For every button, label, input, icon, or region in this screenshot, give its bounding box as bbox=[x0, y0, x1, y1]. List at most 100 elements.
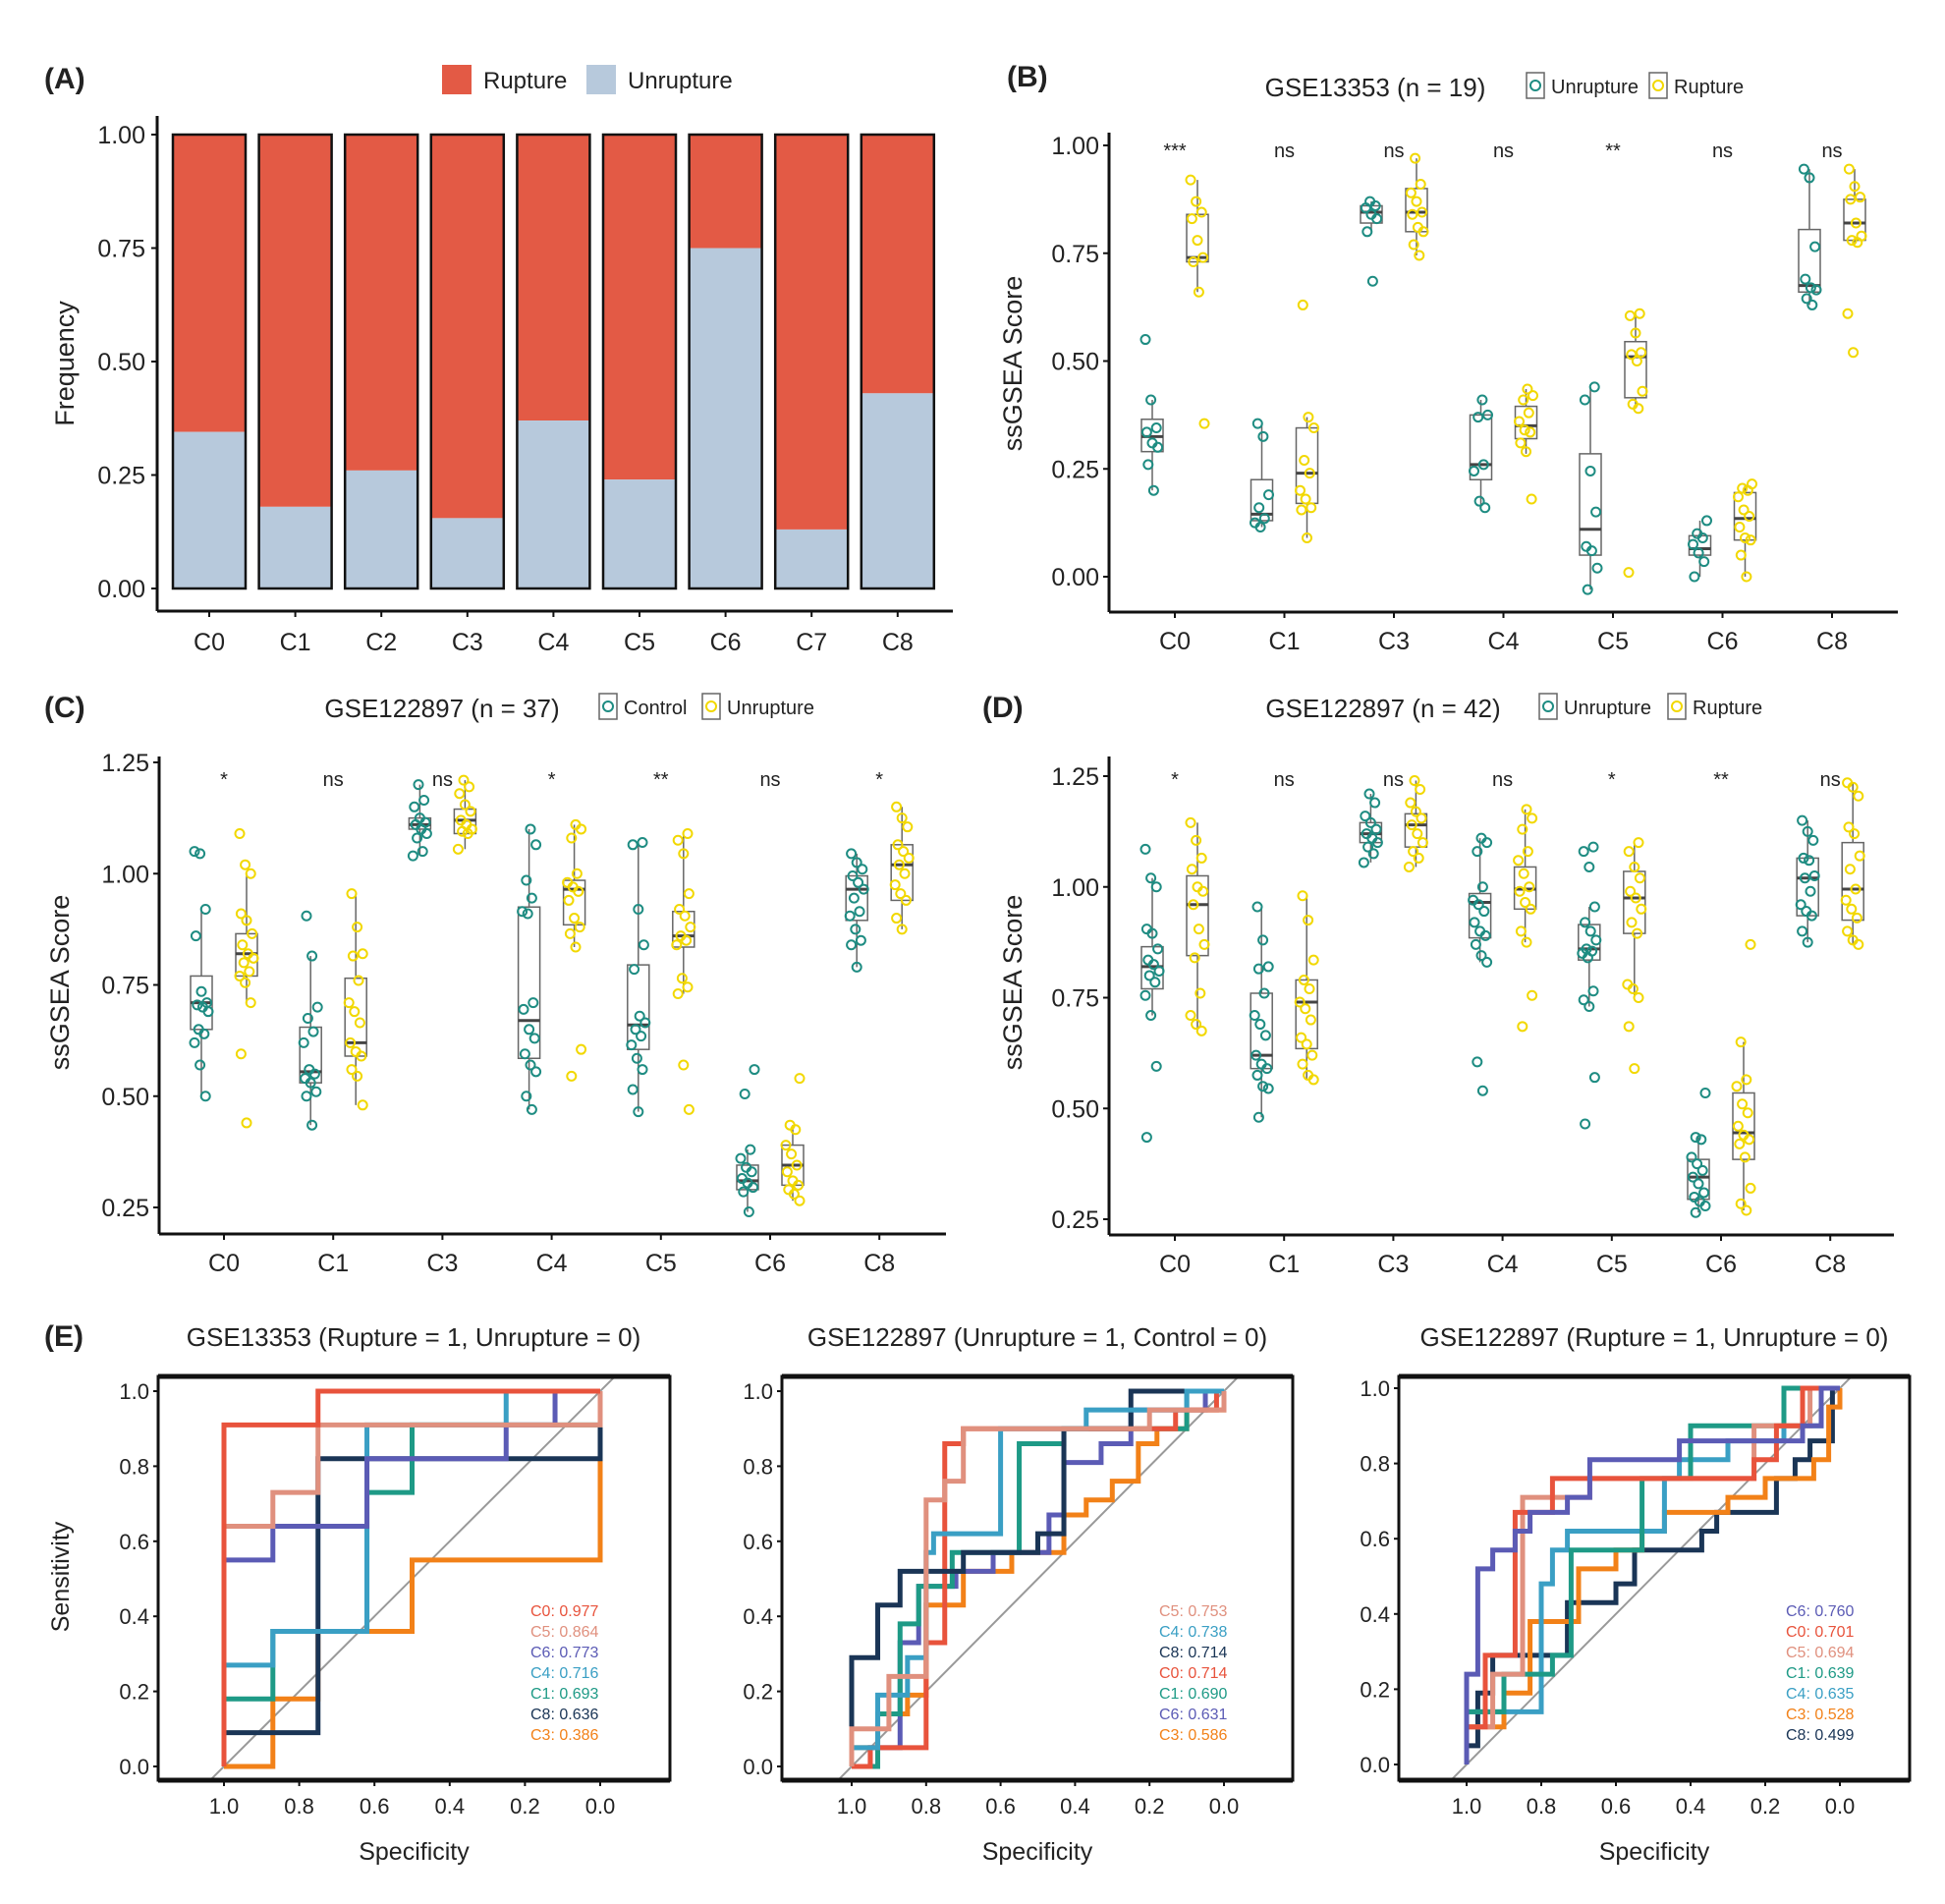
data-point bbox=[1297, 1058, 1308, 1070]
data-point bbox=[1525, 903, 1536, 915]
data-point bbox=[346, 1064, 358, 1076]
box-body bbox=[1405, 188, 1428, 233]
auc-series-name: C3 bbox=[1159, 1727, 1180, 1744]
data-point bbox=[310, 1086, 322, 1097]
data-point bbox=[305, 1077, 316, 1089]
bar-rupture-C5 bbox=[603, 135, 676, 480]
data-point bbox=[1687, 1171, 1698, 1183]
data-point bbox=[794, 1195, 806, 1206]
auc-value: 0.714 bbox=[1188, 1665, 1227, 1682]
data-point bbox=[345, 1036, 357, 1048]
data-point bbox=[526, 1103, 537, 1115]
auc-series-name: C6 bbox=[1159, 1707, 1180, 1723]
data-point bbox=[1854, 850, 1865, 862]
data-point bbox=[780, 1140, 792, 1151]
data-point bbox=[1140, 1132, 1152, 1144]
data-point bbox=[1840, 894, 1852, 906]
auc-value: 0.690 bbox=[1188, 1686, 1227, 1703]
data-point bbox=[525, 1059, 536, 1071]
auc-value: 0.693 bbox=[559, 1686, 598, 1703]
bar-unrupture-C1 bbox=[258, 506, 332, 588]
data-point bbox=[891, 801, 903, 812]
data-point bbox=[521, 1091, 532, 1102]
x-tick-label: C1 bbox=[1268, 1251, 1300, 1278]
data-point bbox=[1590, 934, 1602, 946]
x-tick-label: C6 bbox=[710, 629, 742, 656]
data-point bbox=[1366, 275, 1378, 287]
significance-label: ns bbox=[1383, 140, 1404, 162]
data-point bbox=[1808, 869, 1820, 881]
data-point bbox=[569, 913, 581, 924]
data-point bbox=[1807, 834, 1819, 846]
data-point bbox=[1191, 1019, 1202, 1031]
data-point bbox=[1469, 465, 1479, 476]
data-point bbox=[639, 1017, 651, 1029]
x-tick-label: C1 bbox=[280, 629, 311, 656]
chart-title: GSE122897 (Unrupture = 1, Control = 0) bbox=[807, 1322, 1267, 1352]
y-tick-label: 0.4 bbox=[119, 1604, 149, 1629]
legend-swatch-unrupture bbox=[586, 65, 616, 94]
box-C8-unrupture bbox=[1798, 163, 1822, 310]
bar-unrupture-C4 bbox=[517, 420, 590, 588]
data-point bbox=[1140, 426, 1152, 438]
data-point bbox=[1701, 515, 1712, 527]
data-point bbox=[452, 843, 464, 855]
data-point bbox=[1145, 1010, 1157, 1022]
data-point bbox=[1191, 834, 1202, 846]
auc-value: 0.716 bbox=[559, 1665, 598, 1682]
y-axis-label: ssGSEA Score bbox=[998, 276, 1028, 452]
data-point bbox=[352, 1070, 363, 1082]
data-point bbox=[240, 977, 251, 988]
auc-label-C8: C8: 0.714 bbox=[1159, 1645, 1227, 1661]
auc-value: 0.499 bbox=[1814, 1727, 1854, 1744]
data-point bbox=[457, 825, 469, 837]
x-tick-label: 0.0 bbox=[585, 1794, 616, 1819]
data-point bbox=[1584, 925, 1596, 937]
x-tick-label: C4 bbox=[537, 629, 569, 656]
data-point bbox=[1482, 409, 1493, 420]
data-point bbox=[1579, 394, 1590, 406]
data-point bbox=[356, 1050, 367, 1062]
data-point bbox=[1633, 992, 1644, 1003]
data-point bbox=[1307, 954, 1319, 966]
data-point bbox=[1520, 897, 1531, 909]
data-point bbox=[790, 1124, 802, 1136]
data-point bbox=[526, 892, 537, 904]
data-point bbox=[530, 839, 542, 851]
auc-value: 0.977 bbox=[559, 1603, 598, 1620]
data-point bbox=[1735, 549, 1747, 561]
auc-series-name: C3 bbox=[530, 1727, 551, 1744]
data-point bbox=[418, 795, 430, 807]
auc-series-name: C8 bbox=[530, 1707, 551, 1723]
data-point bbox=[1518, 868, 1529, 879]
y-tick-label: 1.00 bbox=[1051, 874, 1099, 902]
bar-outline-C4 bbox=[516, 133, 591, 590]
y-axis-label: ssGSEA Score bbox=[998, 895, 1028, 1071]
auc-series-name: C1 bbox=[1786, 1665, 1806, 1682]
data-point bbox=[1410, 806, 1421, 817]
data-point bbox=[631, 1052, 642, 1064]
data-point bbox=[1147, 484, 1159, 496]
data-point bbox=[1587, 841, 1599, 853]
data-point bbox=[1298, 974, 1309, 985]
significance-label: ns bbox=[1820, 769, 1841, 791]
data-point bbox=[1513, 855, 1525, 867]
auc-series-name: C0 bbox=[1159, 1665, 1180, 1682]
data-point bbox=[1258, 513, 1270, 525]
auc-separator: : bbox=[1806, 1603, 1814, 1620]
box-C5-unrupture bbox=[671, 827, 696, 1115]
y-tick-label: 1.0 bbox=[743, 1379, 773, 1404]
auc-separator: : bbox=[550, 1686, 559, 1703]
box-C0-unrupture bbox=[1139, 843, 1165, 1144]
data-point bbox=[1189, 952, 1200, 964]
data-point bbox=[844, 910, 856, 922]
data-point bbox=[1699, 1087, 1711, 1098]
chart-title: GSE122897 (Rupture = 1, Unrupture = 0) bbox=[1420, 1322, 1889, 1352]
data-point bbox=[671, 939, 683, 951]
data-point bbox=[738, 1186, 750, 1198]
box-C5-control bbox=[626, 837, 651, 1118]
bar-outline-C1 bbox=[257, 133, 333, 590]
data-point bbox=[413, 779, 424, 791]
data-point bbox=[1307, 1074, 1319, 1086]
